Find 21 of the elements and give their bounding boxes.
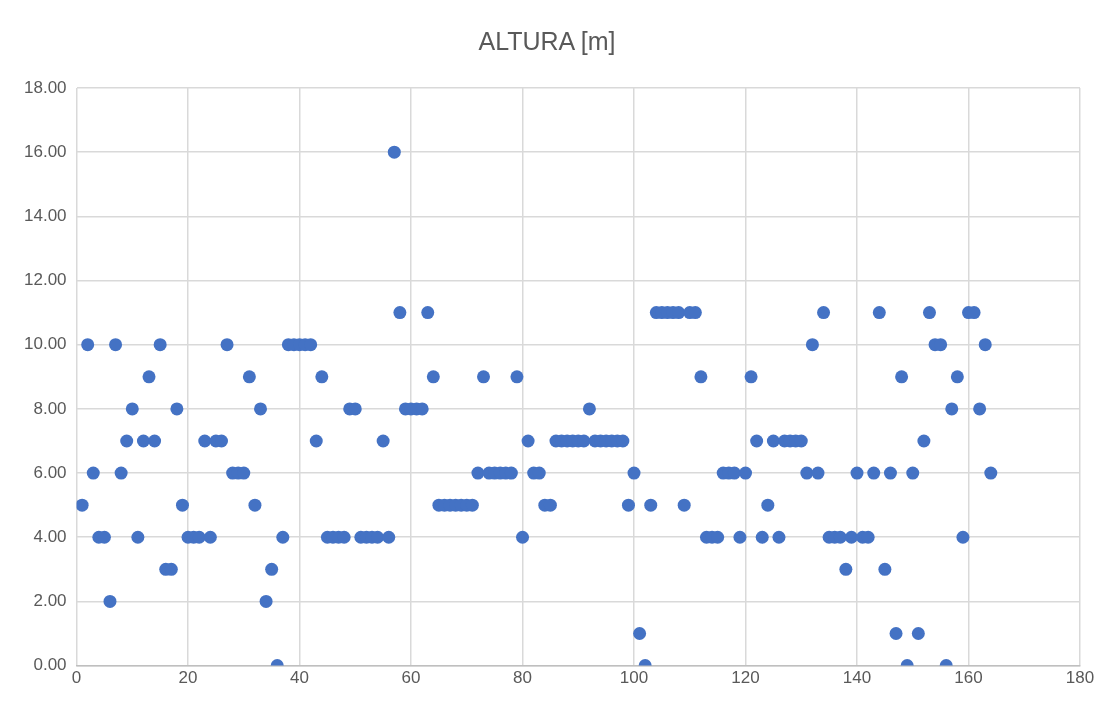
x-tick-label: 120 [731,668,760,688]
y-tick-label: 16.00 [23,141,67,161]
y-tick-label: 2.00 [33,591,67,611]
x-tick-label: 80 [513,668,532,688]
x-tick-label: 20 [178,668,198,688]
x-tick-label: 140 [842,668,872,688]
y-tick-label: 10.00 [23,334,67,354]
y-tick-label: 14.00 [23,206,67,226]
x-tick-label: 60 [401,668,421,688]
y-tick-label: 0.00 [33,655,67,675]
x-tick-label: 100 [619,668,649,688]
y-tick-label: 8.00 [33,398,67,418]
x-tick-label: 180 [1065,668,1095,688]
x-tick-label: 40 [290,668,309,688]
y-tick-label: 6.00 [33,462,67,482]
y-tick-label: 4.00 [33,526,67,546]
y-tick-label: 12.00 [23,270,67,290]
x-tick-label: 0 [71,668,82,688]
chart-title: ALTURA [m] [478,26,616,55]
x-tick-label: 160 [954,668,983,688]
y-tick-label: 18.00 [23,77,67,97]
